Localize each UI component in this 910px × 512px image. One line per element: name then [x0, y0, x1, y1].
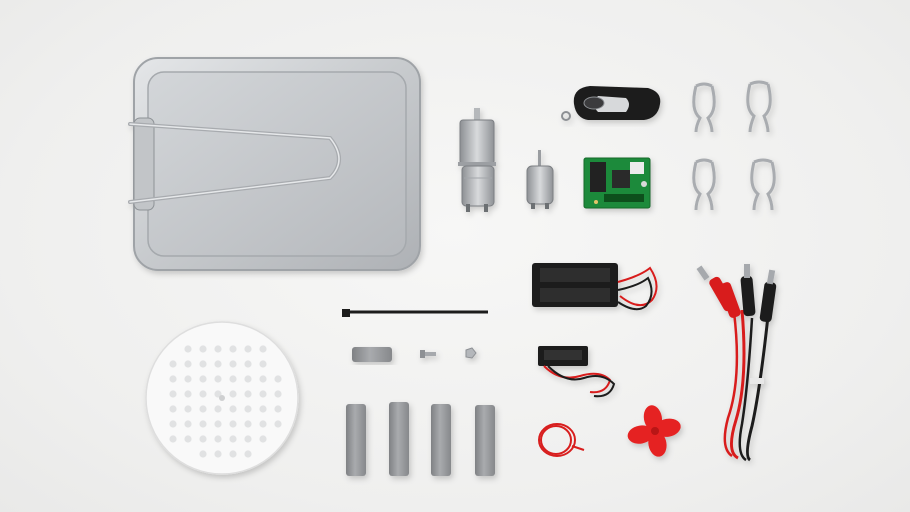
disc-hole — [259, 390, 267, 398]
disc-hole — [214, 405, 222, 413]
disc-hole — [244, 375, 252, 383]
propeller — [627, 405, 681, 457]
perforated-disc — [145, 321, 299, 475]
disc-hole — [199, 390, 207, 398]
disc-hole — [169, 405, 177, 413]
disc-hole — [184, 420, 192, 428]
disc-hole — [184, 375, 192, 383]
disc-hole — [184, 360, 192, 368]
disc-hole — [244, 345, 252, 353]
receiver-board — [583, 157, 651, 209]
disc-hole — [229, 345, 237, 353]
disc-hole — [199, 405, 207, 413]
disc-hole — [274, 405, 282, 413]
disc-hole — [214, 375, 222, 383]
disc-hole — [199, 450, 207, 458]
disc-hole — [229, 405, 237, 413]
disc-hole — [214, 435, 222, 443]
disc-hole — [214, 390, 222, 398]
spring-clips — [692, 80, 776, 211]
battery-holder-2aa — [532, 263, 658, 311]
disc-hole — [184, 390, 192, 398]
disc-hole — [274, 390, 282, 398]
disc-hole — [169, 420, 177, 428]
disc-hole — [184, 405, 192, 413]
dc-motor — [526, 150, 554, 209]
disc-hole — [199, 420, 207, 428]
disc-hole — [259, 345, 267, 353]
disc-hole — [199, 375, 207, 383]
geared-motor — [458, 108, 496, 212]
disc-hole — [244, 390, 252, 398]
disc-hole — [274, 375, 282, 383]
disc-hole — [169, 390, 177, 398]
mess-tin — [128, 57, 421, 271]
disc-hole — [214, 450, 222, 458]
disc-hole — [244, 360, 252, 368]
disc-hole — [259, 420, 267, 428]
disc-hole — [259, 360, 267, 368]
disc-hole — [229, 450, 237, 458]
disc-hole — [229, 435, 237, 443]
disc-hole — [259, 435, 267, 443]
disc-hole — [184, 435, 192, 443]
red-wire-coil — [538, 423, 585, 457]
shaft-coupler — [352, 347, 477, 362]
gray-tubes — [346, 402, 495, 476]
key-fob-remote — [561, 86, 661, 121]
disc-hole — [244, 405, 252, 413]
disc-hole — [259, 375, 267, 383]
disc-hole — [199, 435, 207, 443]
disc-hole — [184, 345, 192, 353]
disc-hole — [244, 420, 252, 428]
disc-hole — [229, 360, 237, 368]
alligator-leads — [696, 264, 777, 462]
disc-hole — [244, 450, 252, 458]
disc-hole — [244, 435, 252, 443]
disc-hole — [199, 360, 207, 368]
disc-hole — [169, 375, 177, 383]
disc-hole — [199, 345, 207, 353]
disc-hole — [169, 435, 177, 443]
disc-hole — [214, 420, 222, 428]
disc-hole — [229, 390, 237, 398]
disc-hole — [274, 420, 282, 428]
battery-holder-1aa — [538, 346, 616, 398]
disc-hole — [229, 420, 237, 428]
disc-hole — [259, 405, 267, 413]
disc-hole — [169, 360, 177, 368]
disc-hole — [229, 375, 237, 383]
disc-hole — [214, 360, 222, 368]
cable-tie — [342, 309, 488, 317]
disc-hole — [214, 345, 222, 353]
